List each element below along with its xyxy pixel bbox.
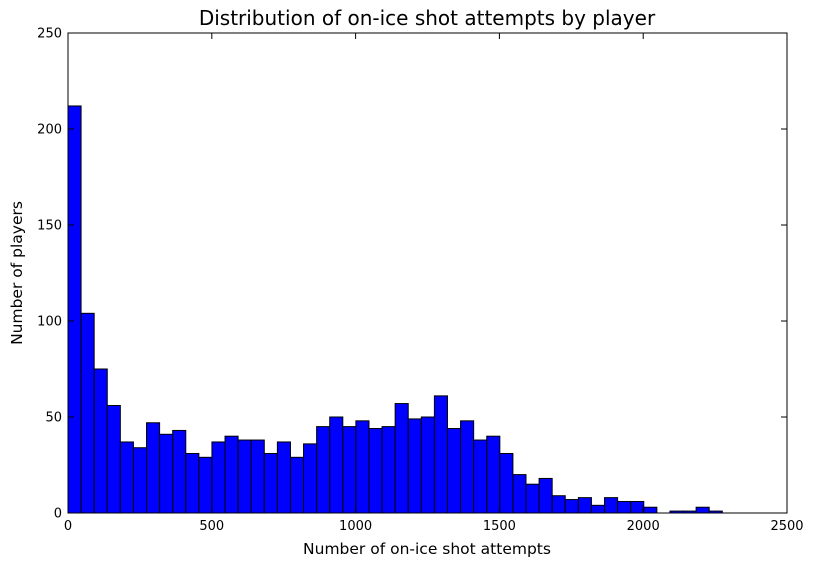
y-axis-label: Number of players <box>8 201 26 345</box>
x-tick-label: 0 <box>64 519 72 534</box>
plot-frame <box>67 32 788 514</box>
histogram-bar <box>316 426 331 514</box>
histogram-bar <box>394 403 409 514</box>
histogram-bar <box>368 428 383 514</box>
y-tick-label: 0 <box>54 507 62 522</box>
histogram-bar <box>590 504 606 514</box>
histogram-bar <box>303 443 318 514</box>
histogram-bar <box>80 312 95 514</box>
x-tick-label: 2000 <box>627 519 660 534</box>
histogram-bar <box>106 404 121 514</box>
histogram-bar <box>630 500 645 514</box>
bars-group <box>67 105 723 514</box>
histogram-bar <box>289 456 305 514</box>
histogram-bar <box>460 420 475 514</box>
x-axis-label: Number of on-ice shot attempts <box>303 540 551 558</box>
histogram-bar <box>381 426 396 514</box>
x-tick-label: 1500 <box>483 519 516 534</box>
histogram-bar <box>211 441 226 514</box>
x-axis-ticks: 0 500 1000 1500 2000 2500 <box>64 33 804 534</box>
x-tick-label: 2500 <box>770 519 803 534</box>
histogram-bar <box>407 418 422 514</box>
y-axis-ticks: 0 50 100 150 200 250 <box>37 27 787 522</box>
histogram-bar <box>224 435 239 514</box>
histogram-bar <box>473 439 488 514</box>
histogram-bar <box>499 452 514 514</box>
histogram-bar <box>119 441 134 514</box>
histogram-bar <box>93 368 108 514</box>
histogram-bar <box>198 456 213 514</box>
y-tick-label: 200 <box>37 123 62 138</box>
histogram-bar <box>577 497 592 514</box>
histogram-bar <box>355 420 370 514</box>
y-tick-label: 50 <box>45 411 62 426</box>
x-tick-label: 1000 <box>339 519 372 534</box>
histogram-bar <box>564 499 579 514</box>
histogram-bar <box>695 506 710 514</box>
histogram-bar <box>237 439 252 514</box>
histogram-bar <box>486 435 501 514</box>
histogram-bar <box>67 105 82 514</box>
histogram-bar <box>433 395 448 514</box>
histogram-bar <box>172 429 187 514</box>
histogram-bar <box>263 452 278 514</box>
histogram-bar <box>512 474 527 514</box>
histogram-bar <box>276 441 291 514</box>
histogram-bar <box>551 495 566 514</box>
histogram-bar <box>329 416 344 514</box>
y-tick-label: 100 <box>37 315 62 330</box>
histogram-bar <box>132 447 148 514</box>
histogram-bar <box>538 477 553 514</box>
histogram-bar <box>643 506 658 514</box>
chart-title: Distribution of on-ice shot attempts by … <box>199 6 656 30</box>
x-tick-label: 500 <box>199 519 224 534</box>
histogram-bar <box>159 433 174 514</box>
histogram-bar <box>446 428 462 514</box>
histogram-bar <box>185 452 200 514</box>
histogram-bar <box>342 426 357 514</box>
histogram-bar <box>604 497 619 514</box>
histogram-bar <box>617 500 632 514</box>
histogram-bar <box>525 483 540 514</box>
histogram-bar <box>420 416 435 514</box>
histogram-bar <box>146 422 161 514</box>
histogram-bar <box>250 439 265 514</box>
y-tick-label: 250 <box>37 27 62 42</box>
y-tick-label: 150 <box>37 219 62 234</box>
